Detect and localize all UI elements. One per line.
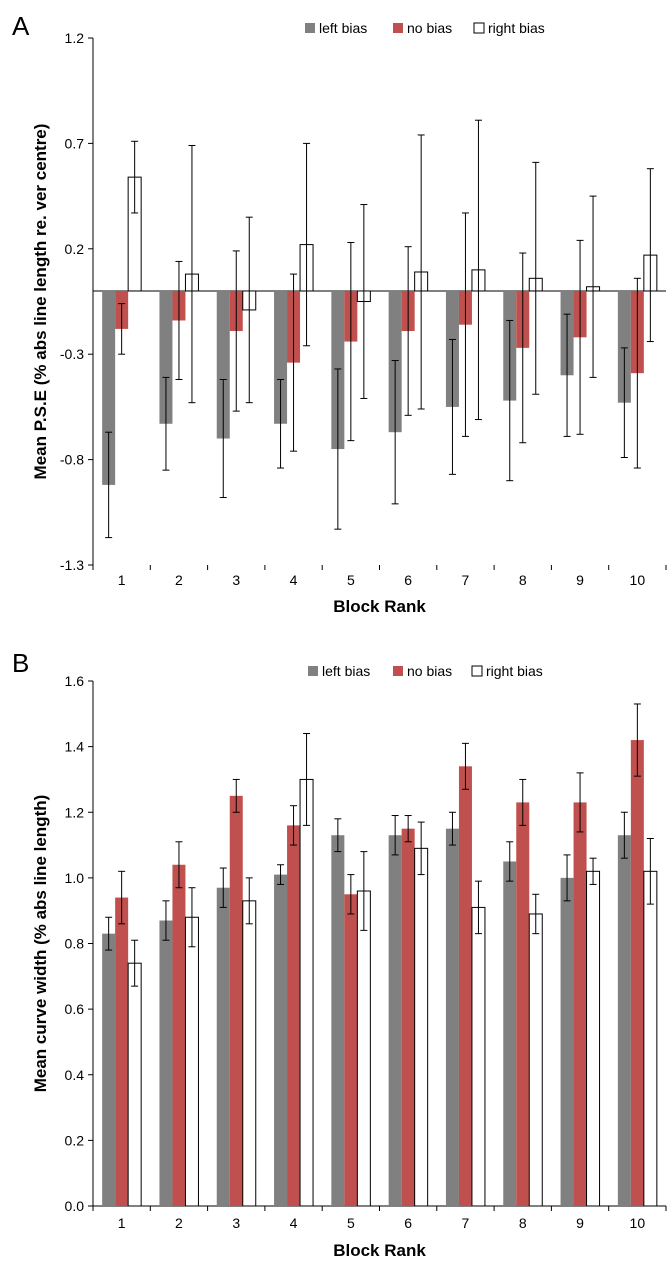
x-tick-label: 2 [175, 572, 183, 588]
y-tick-label: 1.4 [65, 739, 85, 755]
panel-letter: B [12, 648, 29, 678]
x-tick-label: 5 [347, 1215, 355, 1231]
legend-swatch [473, 22, 485, 34]
x-tick-label: 9 [576, 572, 584, 588]
legend-swatch [393, 666, 403, 676]
bar [331, 835, 345, 1206]
x-axis-title: Block Rank [333, 1241, 426, 1260]
legend-label: left bias [319, 20, 367, 36]
bar [528, 913, 543, 1207]
y-axis-title: Mean curve width (% abs line length) [31, 795, 50, 1093]
bar [287, 825, 301, 1206]
bar [458, 766, 472, 1206]
legend-label: right bias [488, 20, 545, 36]
x-tick-label: 9 [576, 1215, 584, 1231]
y-tick-label: 0.2 [65, 1132, 85, 1148]
x-tick-label: 7 [462, 1215, 470, 1231]
bar [617, 835, 631, 1206]
y-tick-label: -0.3 [60, 346, 84, 362]
x-tick-label: 3 [232, 572, 240, 588]
bar [503, 861, 517, 1206]
x-tick-label: 4 [290, 1215, 298, 1231]
bar [299, 778, 314, 1207]
bar [445, 828, 459, 1206]
bar [274, 874, 288, 1206]
bar [560, 877, 574, 1206]
bar [242, 900, 257, 1207]
bar [229, 795, 243, 1206]
bar [159, 290, 173, 424]
bar [586, 870, 601, 1207]
bar [115, 897, 129, 1206]
panel-b: B 0.0 0.2 0.4 0.6 0.8 1.0 1.2 1.4 1.6 1 2 3 4 5 6 7 8 9 10 M… [12, 648, 667, 1260]
bar [274, 290, 288, 424]
legend-swatch [305, 23, 315, 33]
legend-label: right bias [486, 663, 543, 679]
y-tick-label: 0.2 [65, 241, 85, 257]
x-tick-label: 10 [630, 1215, 646, 1231]
bar [414, 847, 429, 1207]
y-tick-label: -0.8 [60, 452, 84, 468]
y-tick-label: -1.3 [60, 557, 84, 573]
legend-label: left bias [322, 663, 370, 679]
bar [216, 290, 230, 439]
x-tick-label: 1 [118, 1215, 126, 1231]
panel-letter: A [12, 11, 30, 41]
y-tick-label: 1.6 [65, 673, 85, 689]
y-tick-label: 0.8 [65, 936, 85, 952]
x-tick-label: 8 [519, 572, 527, 588]
bar [617, 290, 631, 403]
bar [471, 906, 486, 1207]
y-tick-label: 0.0 [65, 1198, 85, 1214]
panel-a: A -1.3 -0.8 -0.3 0.2 0.7 1.2 1 2 3 4 5 6 7 8 9 10 Mean P.… [12, 11, 667, 616]
legend-label: no bias [407, 663, 452, 679]
x-tick-label: 7 [462, 572, 470, 588]
x-tick-label: 6 [404, 572, 412, 588]
x-tick-label: 2 [175, 1215, 183, 1231]
x-tick-label: 5 [347, 572, 355, 588]
bar [388, 835, 402, 1206]
x-tick-label: 1 [118, 572, 126, 588]
bar [216, 887, 230, 1206]
x-tick-label: 3 [232, 1215, 240, 1231]
bar [184, 916, 199, 1207]
y-tick-label: 0.7 [65, 135, 85, 151]
y-tick-label: 0.6 [65, 1001, 85, 1017]
bar [573, 802, 587, 1206]
x-tick-label: 6 [404, 1215, 412, 1231]
bar [172, 864, 186, 1206]
x-tick-label: 8 [519, 1215, 527, 1231]
bar [643, 870, 658, 1207]
y-tick-label: 1.0 [65, 870, 85, 886]
bar [630, 740, 644, 1206]
y-tick-label: 1.2 [65, 804, 85, 820]
bar [102, 933, 116, 1206]
x-tick-label: 4 [290, 572, 298, 588]
x-axis-title: Block Rank [333, 597, 426, 616]
y-axis-title: Mean P.S.E (% abs line length re. ver ce… [31, 124, 50, 480]
y-tick-label: 0.4 [65, 1067, 85, 1083]
x-tick-label: 10 [630, 572, 646, 588]
bar [127, 962, 142, 1207]
bar [159, 920, 173, 1206]
y-tick-label: 1.2 [65, 30, 85, 46]
bar [356, 890, 371, 1207]
bar [516, 802, 530, 1206]
bar [102, 290, 116, 485]
legend-label: no bias [407, 20, 452, 36]
legend-swatch [471, 665, 483, 677]
legend-swatch [308, 666, 318, 676]
bar [401, 828, 415, 1206]
bar [344, 894, 358, 1206]
legend-swatch [393, 23, 403, 33]
